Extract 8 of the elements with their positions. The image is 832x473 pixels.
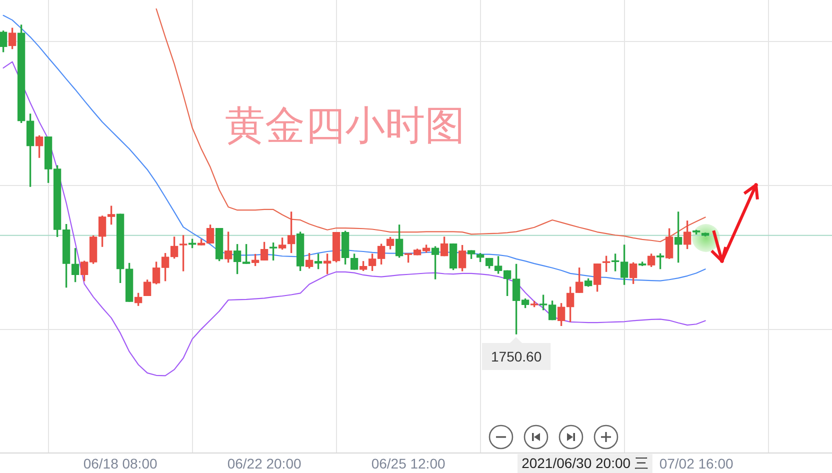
text: 2021/06/30 20:00 三 xyxy=(522,454,648,471)
annotation: 1750.60 xyxy=(490,348,542,364)
candlestick xyxy=(179,235,188,272)
text: 黄金四小时图 xyxy=(225,104,465,148)
x-tick-label: 06/18 08:00 xyxy=(83,455,158,472)
x-tick-label: 07/02 16:00 xyxy=(659,455,734,472)
x-tick-label: 06/25 12:00 xyxy=(371,455,446,472)
x-tick-label: 06/22 20:00 xyxy=(227,455,302,472)
